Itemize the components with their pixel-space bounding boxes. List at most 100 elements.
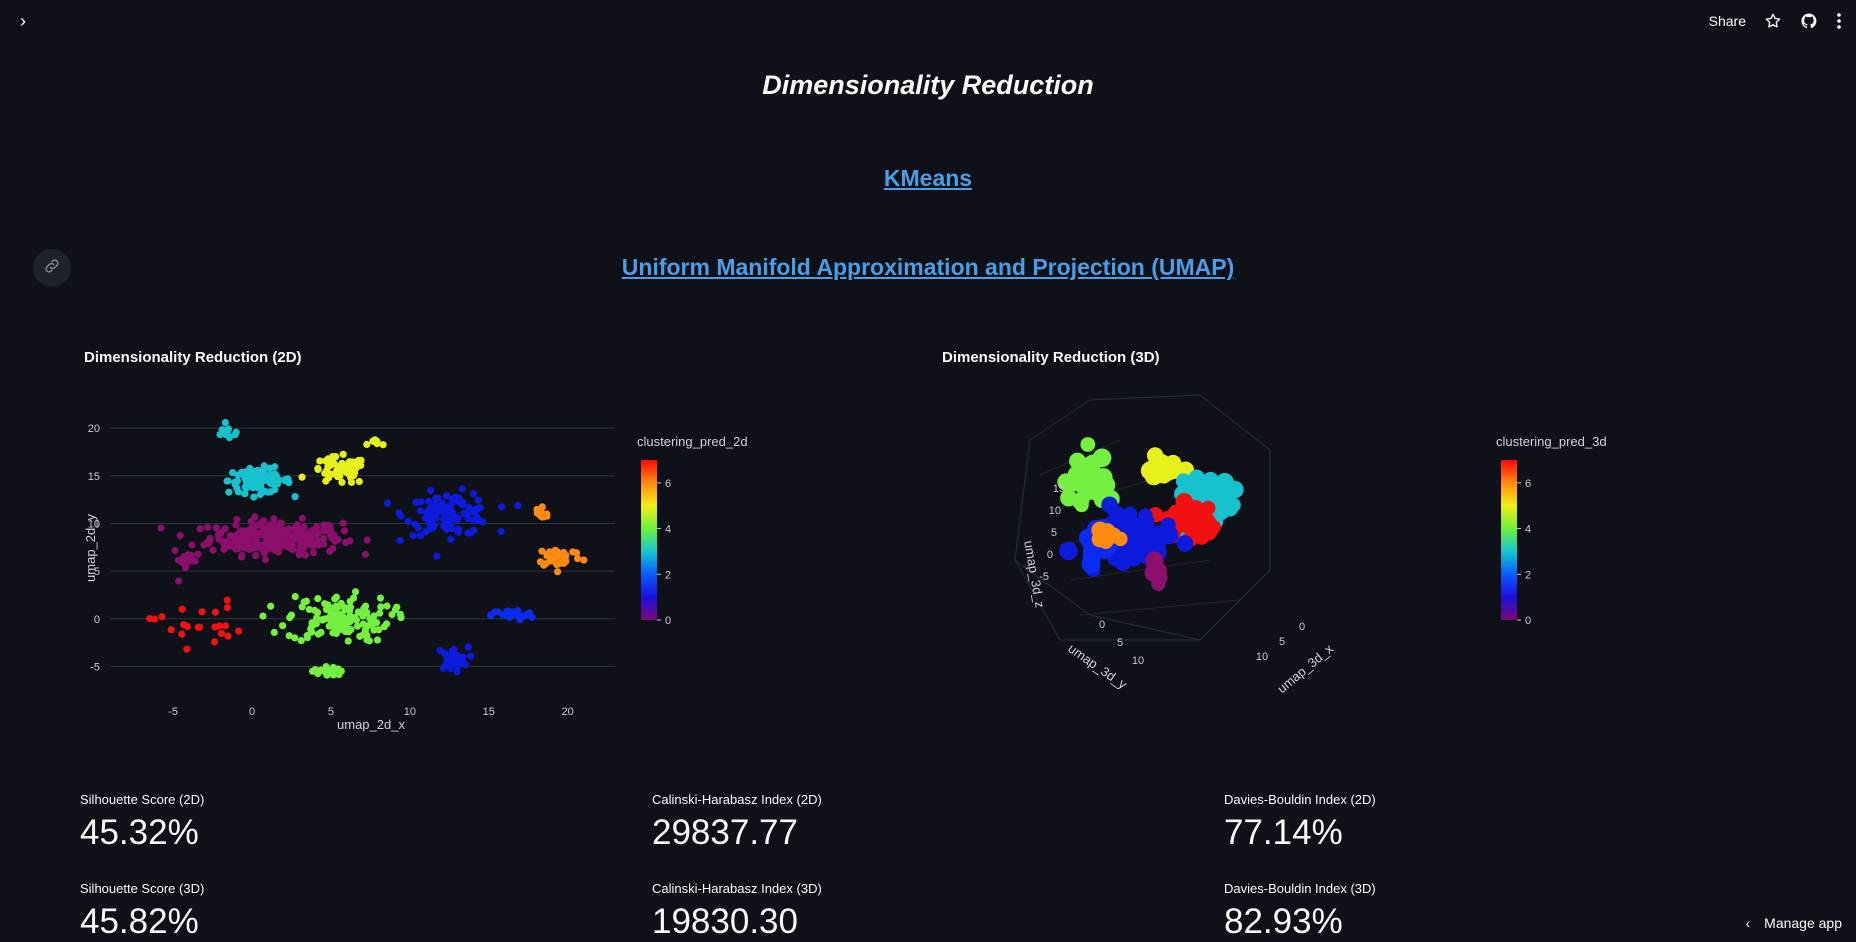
scatter-point-3d[interactable] <box>1101 496 1118 514</box>
scatter-point[interactable] <box>223 603 232 612</box>
scatter-point[interactable] <box>433 552 441 560</box>
scatter-point[interactable] <box>311 666 319 674</box>
scatter-point[interactable] <box>247 517 255 526</box>
scatter-point[interactable] <box>252 552 260 560</box>
scatter-point[interactable] <box>514 501 522 510</box>
scatter-point[interactable] <box>250 493 258 501</box>
scatter-point[interactable] <box>416 507 424 515</box>
scatter-point[interactable] <box>497 527 505 536</box>
scatter-point[interactable] <box>543 552 551 560</box>
scatter-point[interactable] <box>224 632 232 640</box>
scatter-point[interactable] <box>221 525 229 533</box>
scatter-point[interactable] <box>299 532 307 540</box>
scatter-point[interactable] <box>538 503 546 511</box>
scatter-point[interactable] <box>550 551 558 559</box>
scatter-point-3d[interactable] <box>1128 540 1146 559</box>
scatter-point[interactable] <box>214 531 223 539</box>
scatter-point[interactable] <box>146 614 154 623</box>
scatter-point[interactable] <box>215 622 224 630</box>
scatter-point-3d[interactable] <box>1069 452 1086 470</box>
scatter-point[interactable] <box>376 609 384 617</box>
scatter-point[interactable] <box>326 547 334 555</box>
scatter-point[interactable] <box>345 614 354 622</box>
scatter-point[interactable] <box>271 486 279 494</box>
scatter-point[interactable] <box>198 608 206 616</box>
scatter-point[interactable] <box>469 490 478 498</box>
scatter-point[interactable] <box>499 611 507 619</box>
scatter-point[interactable] <box>308 536 316 544</box>
scatter-point[interactable] <box>243 542 251 550</box>
scatter-point[interactable] <box>313 614 321 622</box>
scatter-point[interactable] <box>272 542 281 550</box>
scatter-point[interactable] <box>373 636 382 644</box>
scatter-point[interactable] <box>223 538 231 546</box>
scatter-point-3d[interactable] <box>1124 517 1144 537</box>
scatter-point[interactable] <box>434 494 442 502</box>
scatter-point-3d[interactable] <box>1081 554 1101 574</box>
scatter-point[interactable] <box>580 556 588 564</box>
scatter-point[interactable] <box>356 632 364 640</box>
scatter-point[interactable] <box>231 480 239 488</box>
scatter-point[interactable] <box>432 508 440 516</box>
scatter-point[interactable] <box>426 486 435 494</box>
scatter-3d-plot-area[interactable] <box>1057 437 1244 592</box>
scatter-point[interactable] <box>158 613 166 621</box>
scatter-point[interactable] <box>376 594 385 602</box>
scatter-point[interactable] <box>268 474 276 482</box>
more-menu-icon[interactable] <box>1836 12 1842 30</box>
scatter-point[interactable] <box>377 603 385 611</box>
scatter-point[interactable] <box>471 506 479 514</box>
scatter-point[interactable] <box>314 464 322 473</box>
scatter-point[interactable] <box>340 625 348 634</box>
scatter-point[interactable] <box>265 532 273 540</box>
scatter-point[interactable] <box>561 557 569 565</box>
scatter-point[interactable] <box>221 622 230 630</box>
scatter-point[interactable] <box>291 634 299 642</box>
scatter-point[interactable] <box>291 524 299 532</box>
scatter-point[interactable] <box>369 437 377 445</box>
scatter-point[interactable] <box>231 431 239 439</box>
scatter-point[interactable] <box>351 469 359 477</box>
scatter-point[interactable] <box>291 593 299 601</box>
scatter-point[interactable] <box>339 616 347 624</box>
scatter-point[interactable] <box>298 603 306 611</box>
scatter-point[interactable] <box>196 525 204 533</box>
scatter-point[interactable] <box>303 631 311 640</box>
scatter-point[interactable] <box>248 524 256 532</box>
scatter-point[interactable] <box>416 531 425 540</box>
scatter-point[interactable] <box>355 477 363 486</box>
scatter-point[interactable] <box>446 661 454 669</box>
scatter-point-3d[interactable] <box>1144 467 1163 486</box>
scatter-point-3d[interactable] <box>1159 460 1177 478</box>
scatter-point[interactable] <box>212 524 220 532</box>
scatter-point[interactable] <box>491 608 499 616</box>
scatter-point[interactable] <box>247 473 255 481</box>
scatter-point[interactable] <box>267 602 275 610</box>
scatter-point[interactable] <box>339 450 347 458</box>
scatter-point[interactable] <box>241 483 249 491</box>
scatter-point[interactable] <box>320 521 328 529</box>
scatter-point-3d[interactable] <box>1176 535 1194 552</box>
scatter-point[interactable] <box>259 546 267 554</box>
scatter-point[interactable] <box>464 643 472 651</box>
scatter-point[interactable] <box>346 603 355 611</box>
scatter-point[interactable] <box>319 534 328 543</box>
scatter-point[interactable] <box>298 514 306 522</box>
scatter-point[interactable] <box>429 515 438 523</box>
scatter-point[interactable] <box>458 501 467 509</box>
scatter-point[interactable] <box>458 656 467 664</box>
scatter-point[interactable] <box>330 459 338 468</box>
scatter-point[interactable] <box>356 457 364 465</box>
scatter-point[interactable] <box>332 593 341 601</box>
scatter-point-3d[interactable] <box>1080 437 1096 452</box>
scatter-point[interactable] <box>470 526 478 534</box>
share-button[interactable]: Share <box>1708 13 1746 29</box>
scatter-point[interactable] <box>183 645 191 653</box>
scatter-point[interactable] <box>388 610 396 619</box>
scatter-point[interactable] <box>178 558 186 567</box>
scatter-point[interactable] <box>232 521 240 529</box>
scatter-point[interactable] <box>285 632 293 640</box>
scatter-point[interactable] <box>447 506 456 514</box>
scatter-point[interactable] <box>327 619 335 628</box>
scatter-point[interactable] <box>341 606 349 614</box>
